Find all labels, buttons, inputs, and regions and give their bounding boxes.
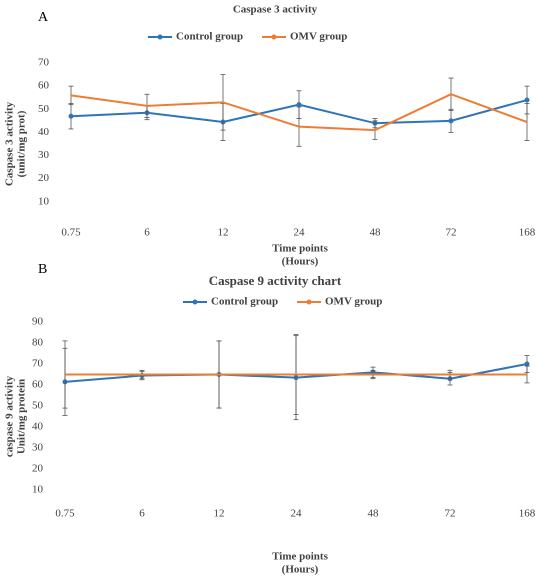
y-tick-label: 90: [32, 316, 44, 328]
y-tick-label: 80: [32, 337, 44, 349]
y-tick-label: 70: [32, 358, 44, 370]
legend-marker: [192, 299, 198, 305]
x-axis-label: Time points: [272, 551, 328, 563]
legend-label: OMV group: [290, 31, 347, 43]
y-tick-label: 50: [32, 400, 44, 412]
y-tick-label: 10: [32, 484, 44, 496]
legend-label: Control group: [211, 296, 278, 308]
y-tick-label: 70: [38, 57, 50, 69]
chart-title: Caspase 9 activity chart: [209, 273, 342, 288]
y-tick-label: 20: [32, 463, 44, 475]
chart-title: Caspase 3 activity: [233, 4, 318, 16]
point: [296, 102, 302, 108]
y-tick-label: 30: [32, 442, 44, 454]
y-tick-label: 40: [38, 126, 50, 138]
point: [68, 113, 74, 119]
x-tick-label: 0.75: [61, 227, 81, 239]
series-line: [70, 93, 528, 132]
y-tick-label: 40: [32, 421, 44, 433]
y-tick-label: 60: [32, 379, 44, 391]
legend-marker: [306, 299, 312, 305]
x-tick-label: 168: [519, 227, 536, 239]
x-axis-label: Time points: [272, 243, 328, 255]
panel-label: A: [38, 10, 49, 25]
y-axis-label: (unit/mg prot): [16, 110, 28, 177]
x-tick-label: 48: [368, 508, 380, 520]
y-axis-label: caspase 9 activity: [4, 375, 16, 457]
legend-marker: [271, 34, 277, 40]
x-axis-label: (Hours): [282, 256, 319, 268]
point: [448, 118, 454, 124]
y-tick-label: 30: [38, 149, 50, 161]
x-tick-label: 0.75: [55, 508, 75, 520]
point: [524, 361, 530, 367]
legend-label: Control group: [176, 31, 243, 43]
y-tick-label: 10: [38, 195, 50, 207]
x-tick-label: 6: [144, 227, 150, 239]
x-tick-label: 48: [370, 227, 382, 239]
x-tick-label: 72: [446, 227, 457, 239]
point: [524, 97, 530, 103]
y-axis-label: Caspase 3 activity: [4, 101, 16, 186]
x-tick-label: 24: [294, 227, 306, 239]
x-tick-label: 6: [139, 508, 145, 520]
x-tick-label: 168: [519, 508, 536, 520]
y-tick-label: 20: [38, 172, 50, 184]
y-tick-label: 60: [38, 80, 50, 92]
y-axis-label: Unit/mg protein: [16, 379, 28, 454]
x-tick-label: 72: [445, 508, 456, 520]
x-tick-label: 24: [291, 508, 303, 520]
legend-label: OMV group: [325, 296, 382, 308]
x-tick-label: 12: [214, 508, 225, 520]
panel-label: B: [38, 262, 47, 277]
legend-marker: [157, 34, 163, 40]
x-tick-label: 12: [218, 227, 229, 239]
x-axis-label: (Hours): [282, 564, 319, 576]
y-tick-label: 50: [38, 103, 50, 115]
